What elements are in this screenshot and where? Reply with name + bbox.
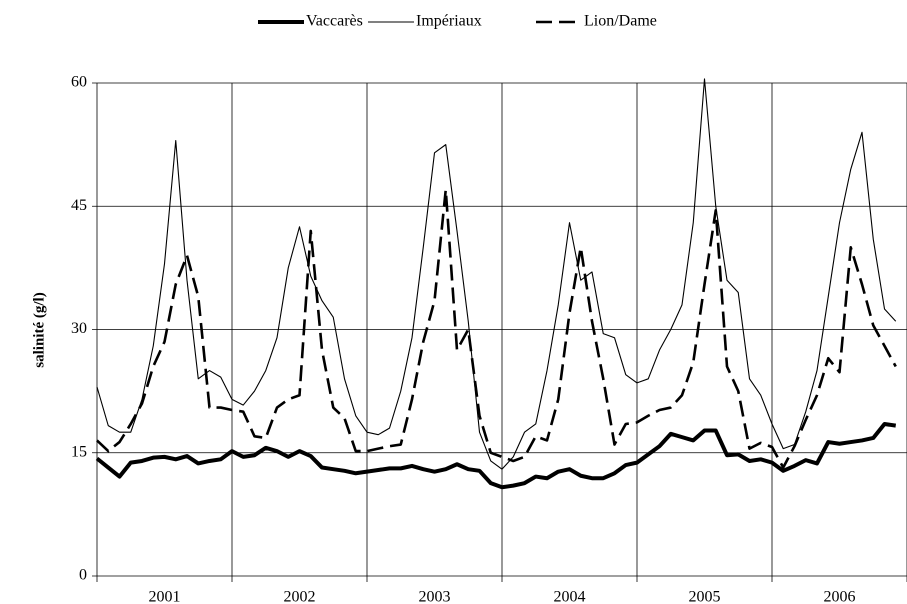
- x-tick-label: 2003: [419, 589, 451, 604]
- y-axis-label: salinité (g/l): [31, 292, 47, 367]
- y-tick-label: 15: [71, 443, 87, 460]
- series-line: [96, 188, 897, 469]
- legend-label: Impériaux: [416, 13, 482, 30]
- y-tick-label: 30: [71, 320, 87, 337]
- legend-label: Vaccarès: [306, 13, 363, 30]
- x-tick-label: 2006: [824, 589, 856, 604]
- legend-label: Lion/Dame: [584, 13, 657, 30]
- y-tick-label: 0: [79, 567, 87, 584]
- series-line: [96, 78, 897, 470]
- x-tick-label: 2005: [689, 589, 721, 604]
- x-tick-label: 2002: [284, 589, 316, 604]
- x-tick-label: 2001: [149, 589, 181, 604]
- x-tick-label: 2004: [554, 589, 586, 604]
- y-tick-label: 60: [71, 74, 87, 91]
- series-line: [95, 421, 897, 490]
- y-tick-label: 45: [71, 197, 87, 214]
